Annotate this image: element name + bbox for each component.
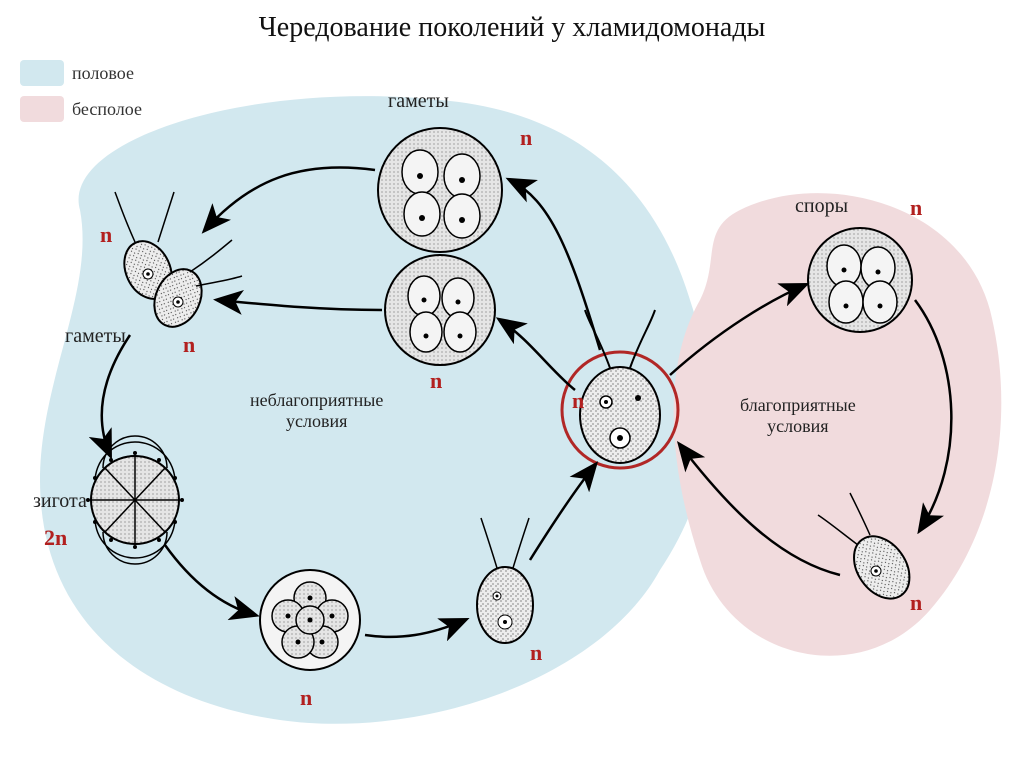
- label-spores: споры: [795, 195, 848, 218]
- ploidy-n-9: n: [910, 590, 922, 616]
- label-unfavorable: неблагоприятные условия: [250, 390, 383, 432]
- legend-sexual: половое: [20, 60, 142, 86]
- ploidy-n-3: n: [183, 332, 195, 358]
- ploidy-n-2: n: [100, 222, 112, 248]
- swatch-asexual: [20, 96, 64, 122]
- young-cell-asexual: [818, 493, 921, 609]
- ploidy-n-8: n: [910, 195, 922, 221]
- gamete-sac-bottom: [385, 255, 495, 365]
- swatch-sexual: [20, 60, 64, 86]
- ploidy-n-4: n: [430, 368, 442, 394]
- background-blobs: [0, 0, 1024, 767]
- ploidy-n-5: n: [300, 685, 312, 711]
- label-favorable: благоприятные условия: [740, 395, 856, 437]
- legend: половое бесполое: [20, 60, 142, 132]
- ploidy-2n: 2n: [44, 525, 67, 551]
- legend-sexual-label: половое: [72, 63, 134, 84]
- diagram-title: Чередование поколений у хламидомонады: [0, 12, 1024, 44]
- legend-asexual: бесполое: [20, 96, 142, 122]
- fusing-gametes: [115, 192, 242, 334]
- spores-asexual: [808, 228, 912, 332]
- meiospore-cluster: [260, 570, 360, 670]
- gamete-sac-top: [378, 128, 502, 252]
- young-cell-sexual: [477, 518, 533, 643]
- legend-asexual-label: бесполое: [72, 99, 142, 120]
- cells-layer: [0, 0, 1024, 767]
- ploidy-n-7: n: [572, 388, 584, 414]
- ploidy-n-6: n: [530, 640, 542, 666]
- label-gametes-left: гаметы: [65, 325, 126, 348]
- ploidy-n-1: n: [520, 125, 532, 151]
- zygote-cell: [86, 436, 184, 564]
- label-gametes-top: гаметы: [388, 90, 449, 113]
- label-zygote: зигота: [33, 490, 87, 513]
